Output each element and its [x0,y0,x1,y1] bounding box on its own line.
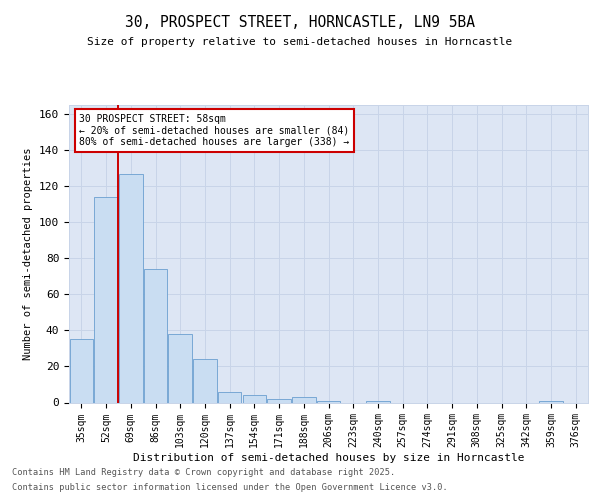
Text: Contains HM Land Registry data © Crown copyright and database right 2025.: Contains HM Land Registry data © Crown c… [12,468,395,477]
Bar [268,399,291,402]
Text: Size of property relative to semi-detached houses in Horncastle: Size of property relative to semi-detach… [88,37,512,47]
Bar [366,400,389,402]
Bar [218,392,241,402]
Bar [292,397,316,402]
Bar [242,396,266,402]
Text: Contains public sector information licensed under the Open Government Licence v3: Contains public sector information licen… [12,483,448,492]
Bar [193,359,217,403]
Bar [70,340,93,402]
Text: 30 PROSPECT STREET: 58sqm
← 20% of semi-detached houses are smaller (84)
80% of : 30 PROSPECT STREET: 58sqm ← 20% of semi-… [79,114,350,147]
Bar [144,269,167,402]
Bar [119,174,143,402]
Y-axis label: Number of semi-detached properties: Number of semi-detached properties [23,148,34,360]
Bar [317,400,340,402]
Bar [94,197,118,402]
Bar [169,334,192,402]
Bar [539,400,563,402]
X-axis label: Distribution of semi-detached houses by size in Horncastle: Distribution of semi-detached houses by … [133,453,524,463]
Text: 30, PROSPECT STREET, HORNCASTLE, LN9 5BA: 30, PROSPECT STREET, HORNCASTLE, LN9 5BA [125,15,475,30]
